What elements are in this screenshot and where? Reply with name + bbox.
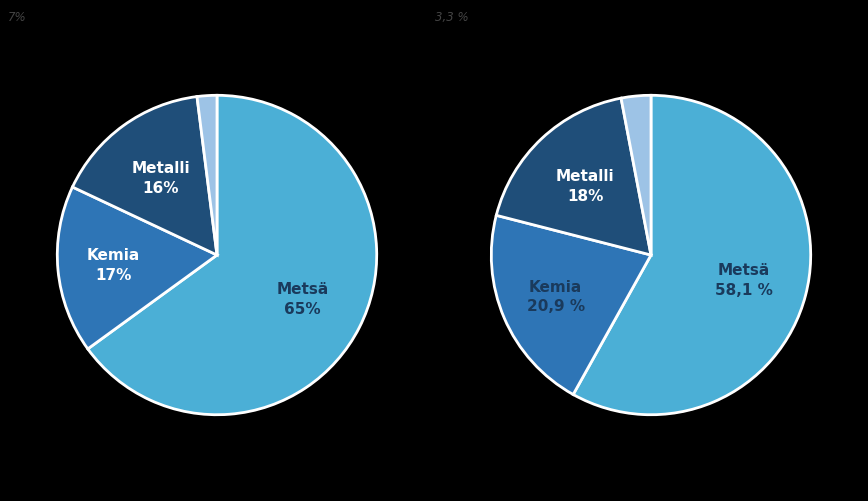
Wedge shape (73, 97, 217, 256)
Wedge shape (491, 216, 651, 395)
Wedge shape (496, 99, 651, 256)
Wedge shape (57, 188, 217, 349)
Text: Kemia
20,9 %: Kemia 20,9 % (527, 279, 585, 314)
Text: Metsä
58,1 %: Metsä 58,1 % (715, 262, 773, 297)
Text: Metalli
18%: Metalli 18% (556, 168, 615, 203)
Wedge shape (88, 96, 377, 415)
Wedge shape (621, 96, 651, 256)
Text: Metalli
16%: Metalli 16% (131, 161, 190, 195)
Wedge shape (197, 96, 217, 256)
Text: Metsä
65%: Metsä 65% (276, 282, 328, 316)
Wedge shape (573, 96, 811, 415)
Text: 3,3 %: 3,3 % (435, 12, 468, 25)
Text: Kemia
17%: Kemia 17% (87, 248, 141, 283)
Text: 7%: 7% (8, 12, 27, 25)
